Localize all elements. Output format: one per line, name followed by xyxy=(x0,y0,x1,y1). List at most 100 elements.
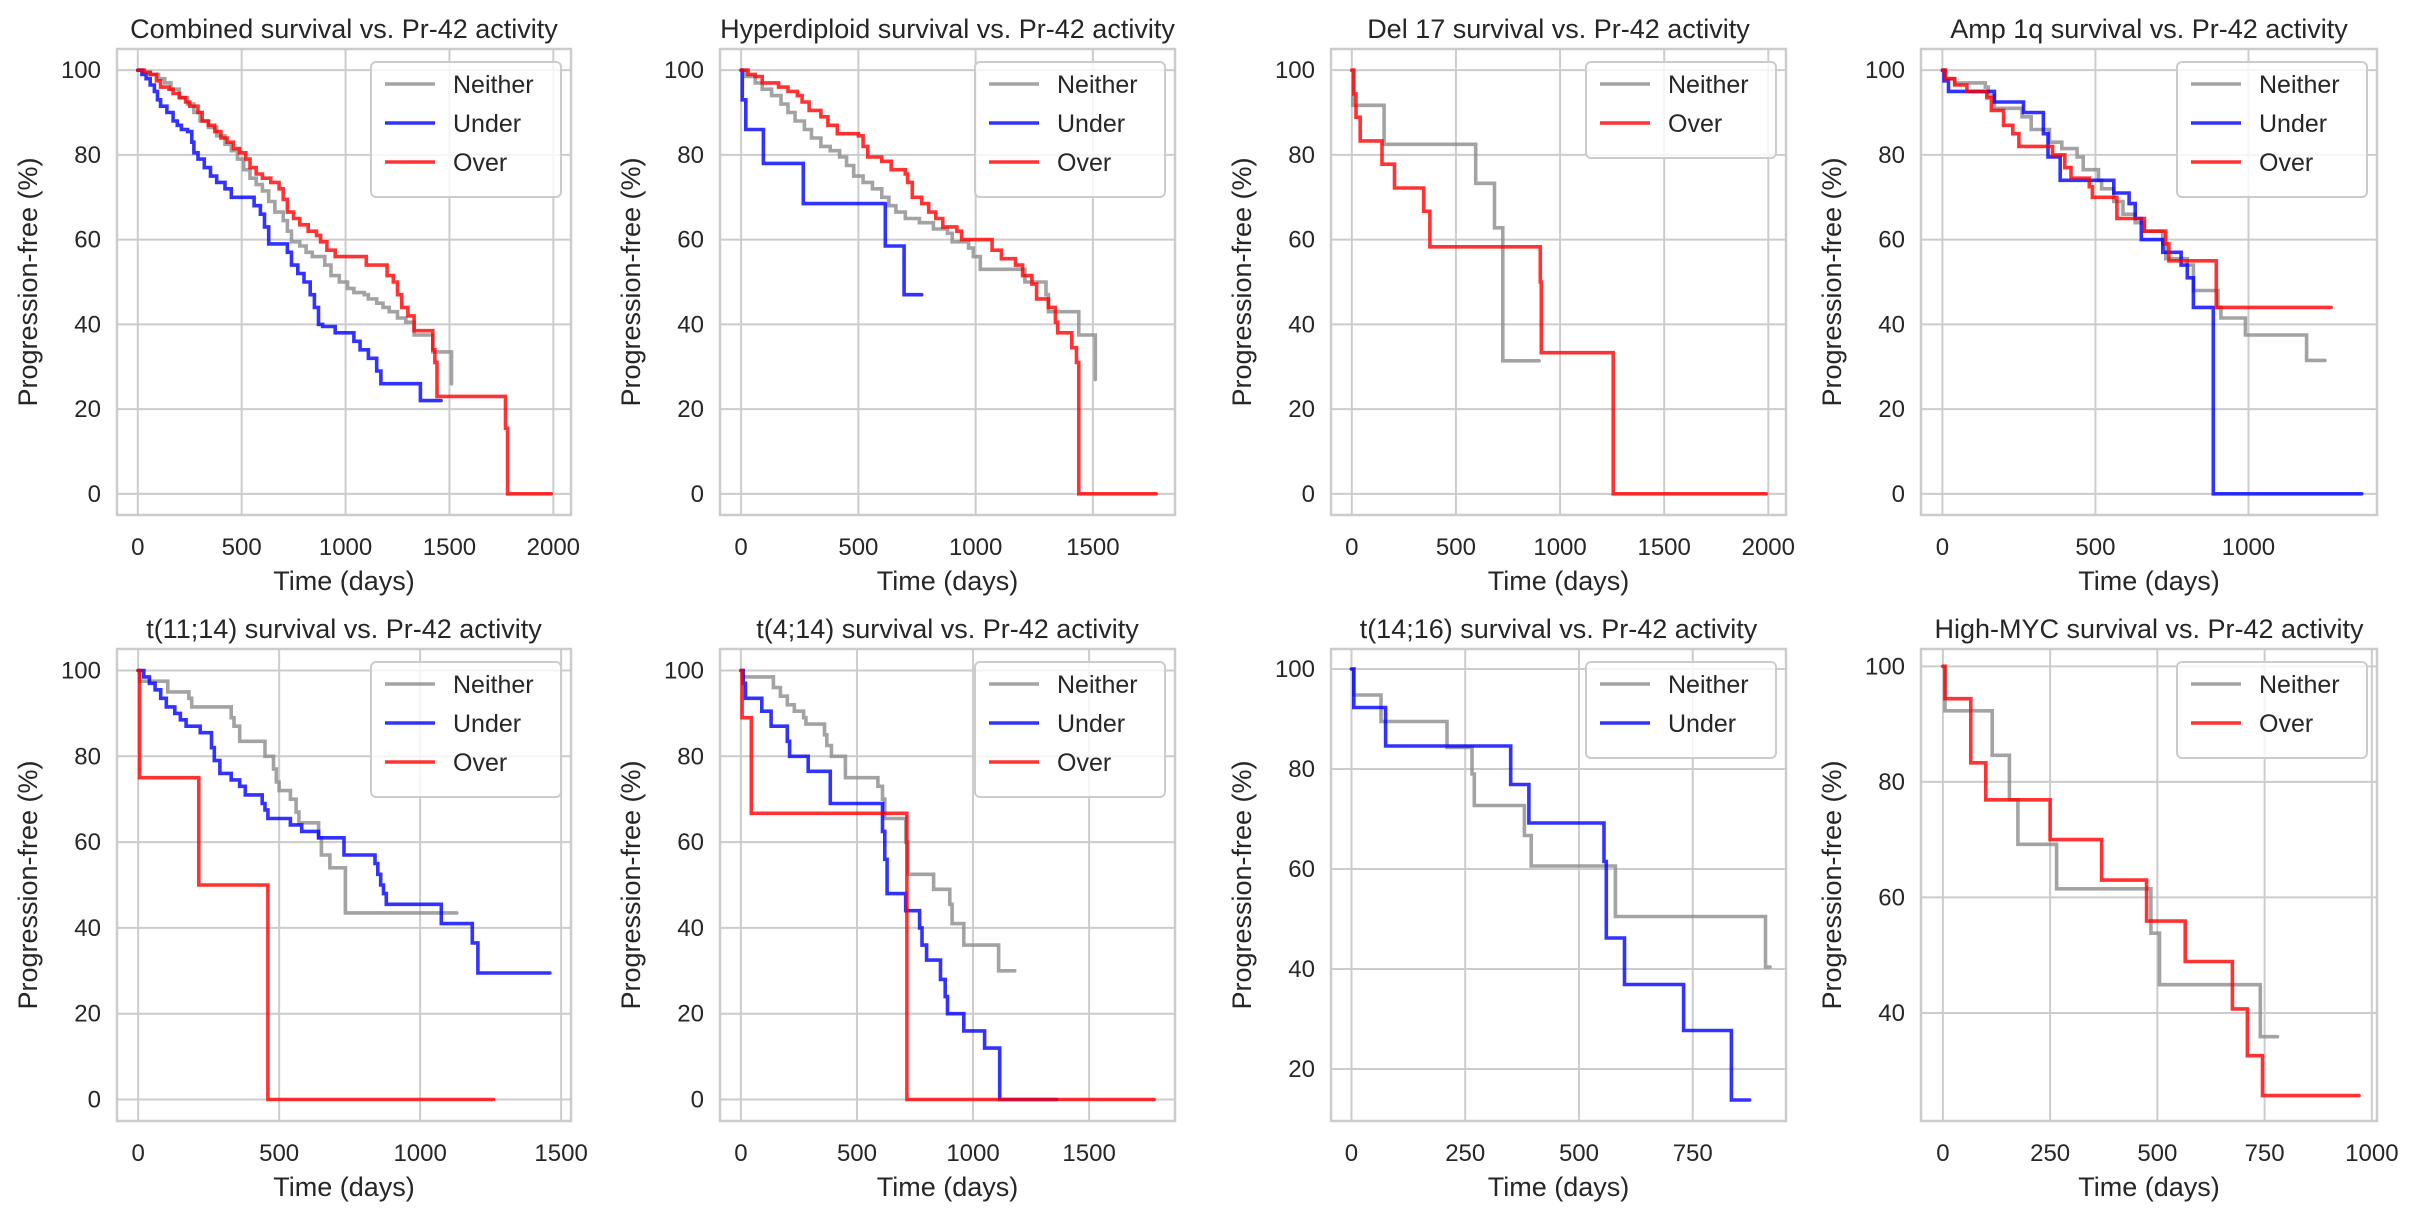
legend-label: Neither xyxy=(2259,71,2340,99)
axes-frame xyxy=(1919,47,2379,517)
axes-frame xyxy=(115,47,573,517)
legend-item-neither: Neither xyxy=(989,671,1138,699)
panel-hyperdiploid: 0 500 1000 1500 0 20 40 60 80 100 Hyperdiploid sur… xyxy=(616,14,1177,596)
x-axis-label: Time (days) xyxy=(273,1172,415,1202)
legend-item-neither: Neither xyxy=(1600,671,1749,699)
y-tick-label: 20 xyxy=(74,1001,101,1028)
x-tick-label: 500 xyxy=(222,534,262,561)
x-tick-label: 1500 xyxy=(534,1140,587,1167)
series-line-over xyxy=(1941,664,2361,1098)
chart-title: t(11;14) survival vs. Pr-42 activity xyxy=(146,614,542,644)
legend-item-over: Over xyxy=(385,749,507,777)
series-line-neither xyxy=(1350,68,1541,363)
x-tick-label: 0 xyxy=(734,534,747,561)
legend: Neither Over xyxy=(2176,661,2368,759)
series-line-under xyxy=(1940,68,2364,496)
y-tick-label: 0 xyxy=(88,1087,101,1114)
y-tick-label: 80 xyxy=(74,743,101,770)
x-axis-label: Time (days) xyxy=(2078,1172,2220,1202)
y-tick-label: 0 xyxy=(1302,481,1315,508)
axes-frame xyxy=(1919,647,2379,1123)
y-tick-label: 20 xyxy=(1878,396,1905,423)
panel-del-17: 0 500 1000 1500 2000 0 20 40 60 80 100 Del 17 survi… xyxy=(1227,14,1795,596)
legend-item-over: Over xyxy=(989,149,1111,177)
y-tick-label: 40 xyxy=(74,915,101,942)
panel-t-4-14: 0 500 1000 1500 0 20 40 60 80 100 t(4;14) survival… xyxy=(616,614,1177,1202)
legend-box xyxy=(2176,661,2368,759)
legend-label: Over xyxy=(2259,710,2313,738)
legend-label: Over xyxy=(1057,149,1111,177)
legend-item-neither: Neither xyxy=(2191,71,2340,99)
x-tick-label: 0 xyxy=(131,534,144,561)
y-tick-label: 0 xyxy=(691,1087,704,1114)
legend-label: Neither xyxy=(1057,671,1138,699)
series-line-over xyxy=(136,68,554,496)
legend: Neither Under Over xyxy=(2176,61,2368,198)
legend: Neither Under Over xyxy=(370,661,562,798)
legend-item-neither: Neither xyxy=(385,671,534,699)
legend: Neither Over xyxy=(1585,61,1777,159)
y-tick-label: 60 xyxy=(1878,227,1905,254)
chart-title: Combined survival vs. Pr-42 activity xyxy=(130,14,558,44)
series-line-over xyxy=(739,68,1158,496)
legend-label: Under xyxy=(2259,110,2327,138)
y-tick-label: 20 xyxy=(74,396,101,423)
x-tick-label: 500 xyxy=(259,1140,299,1167)
y-tick-label: 80 xyxy=(1878,142,1905,169)
panel-amp-1q: 0 500 1000 0 20 40 60 80 100 Amp 1q survival vs. … xyxy=(1817,14,2379,596)
axes-frame xyxy=(718,47,1177,517)
y-axis-label: Progression-free (%) xyxy=(13,157,43,406)
x-tick-label: 0 xyxy=(131,1140,144,1167)
series-line-under xyxy=(739,668,1059,1102)
legend-label: Neither xyxy=(453,71,534,99)
x-tick-label: 1000 xyxy=(319,534,372,561)
legend-item-over: Over xyxy=(2191,710,2313,738)
legend-item-under: Under xyxy=(989,110,1125,138)
y-tick-label: 40 xyxy=(677,915,704,942)
y-tick-label: 80 xyxy=(677,743,704,770)
series-line-under xyxy=(1349,667,1752,1102)
y-tick-label: 60 xyxy=(1288,227,1315,254)
y-tick-label: 100 xyxy=(664,657,704,684)
y-tick-label: 80 xyxy=(74,142,101,169)
x-tick-label: 500 xyxy=(1559,1140,1599,1167)
legend-label: Neither xyxy=(453,671,534,699)
legend-label: Over xyxy=(1668,110,1722,138)
chart-title: Del 17 survival vs. Pr-42 activity xyxy=(1367,14,1750,44)
x-tick-label: 250 xyxy=(2030,1140,2070,1167)
x-tick-label: 2000 xyxy=(527,534,580,561)
legend-item-over: Over xyxy=(2191,149,2313,177)
series-line-under xyxy=(136,68,443,403)
x-tick-label: 0 xyxy=(1345,534,1358,561)
y-tick-label: 40 xyxy=(1288,311,1315,338)
y-tick-label: 80 xyxy=(1288,756,1315,783)
legend-item-neither: Neither xyxy=(2191,671,2340,699)
series-line-over xyxy=(739,668,1156,1102)
y-tick-label: 100 xyxy=(1865,57,1905,84)
legend-box xyxy=(1585,61,1777,159)
legend-box xyxy=(1585,661,1777,759)
y-tick-label: 100 xyxy=(664,57,704,84)
x-tick-label: 250 xyxy=(1445,1140,1485,1167)
panel-t-11-14: 0 500 1000 1500 0 20 40 60 80 100 t(11;14) surviva… xyxy=(13,614,588,1202)
y-tick-label: 80 xyxy=(1288,142,1315,169)
axes-frame xyxy=(115,647,573,1123)
y-tick-label: 60 xyxy=(677,829,704,856)
x-tick-label: 750 xyxy=(1673,1140,1713,1167)
legend-label: Over xyxy=(1057,749,1111,777)
legend-item-neither: Neither xyxy=(1600,71,1749,99)
y-axis-label: Progression-free (%) xyxy=(13,760,43,1009)
axes-frame xyxy=(718,647,1177,1123)
x-tick-label: 500 xyxy=(2137,1140,2177,1167)
x-tick-label: 1000 xyxy=(1533,534,1586,561)
y-tick-label: 80 xyxy=(677,142,704,169)
series-line-neither xyxy=(1941,664,2280,1039)
legend-label: Over xyxy=(453,149,507,177)
legend-label: Under xyxy=(453,710,521,738)
y-axis-label: Progression-free (%) xyxy=(1817,760,1847,1009)
y-tick-label: 60 xyxy=(74,829,101,856)
legend-label: Over xyxy=(2259,149,2313,177)
legend-item-over: Over xyxy=(385,149,507,177)
y-tick-label: 40 xyxy=(677,311,704,338)
legend-item-under: Under xyxy=(989,710,1125,738)
